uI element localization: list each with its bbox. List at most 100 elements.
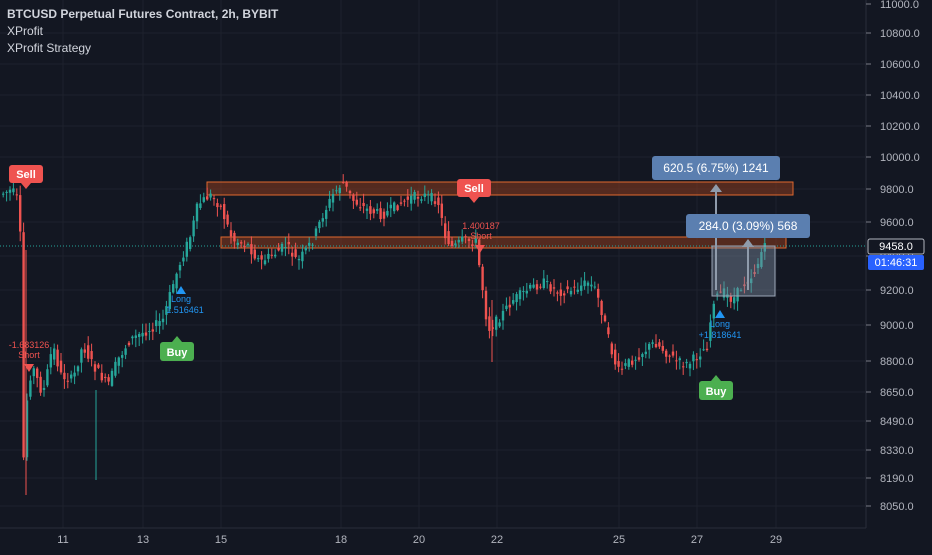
short-trade-label: Short [470, 231, 492, 241]
sell-signal-label: Sell [464, 183, 484, 195]
indicator-xprofit-strategy[interactable]: XProfit Strategy [7, 41, 92, 55]
candle-body [36, 368, 39, 378]
candle-body [216, 203, 219, 208]
candle-body [199, 203, 202, 208]
time-axis-label: 20 [413, 534, 425, 546]
price-axis-label: 10000.0 [880, 152, 920, 164]
sell-signal-label: Sell [16, 169, 36, 181]
candle-body [542, 278, 545, 289]
candle-body [318, 221, 321, 229]
indicator-xprofit[interactable]: XProfit [7, 24, 44, 38]
countdown-tag: 01:46:31 [868, 255, 924, 270]
candle-body [467, 238, 471, 242]
candle-body [15, 194, 18, 196]
candle-body [515, 294, 518, 303]
candle-body [535, 284, 539, 290]
candle-body [80, 349, 83, 363]
candle-body [53, 348, 56, 360]
candle-body [549, 284, 552, 292]
candle-body [185, 241, 188, 257]
candle-body [267, 253, 270, 259]
sell-signal[interactable]: Sell [457, 179, 491, 203]
candle-body [192, 220, 195, 237]
candle-body [352, 194, 355, 201]
measure-box-lower[interactable]: 284.0 (3.09%) 568 [686, 214, 810, 238]
candle-body [430, 192, 433, 202]
candle-body [229, 230, 233, 237]
sell-signal[interactable]: Sell [9, 165, 43, 189]
price-axis-label: 10400.0 [880, 90, 920, 102]
candle-body [178, 264, 182, 271]
candle-body [294, 249, 297, 257]
candle-body [546, 281, 549, 283]
candle-body [134, 335, 137, 338]
candle-body [637, 357, 641, 360]
candle-body [736, 288, 739, 302]
long-arrow-icon [176, 286, 186, 294]
candle-body [236, 242, 239, 246]
measure-area[interactable] [711, 245, 776, 297]
sell-signal-bg [9, 165, 43, 183]
candle-body [263, 260, 267, 265]
price-axis-label: 10200.0 [880, 121, 920, 133]
candle-body [233, 232, 236, 242]
candle-body [250, 244, 253, 255]
candle-body [83, 349, 86, 353]
candle-body [335, 190, 338, 192]
current-price-tag-bg [867, 238, 925, 255]
candle-body [552, 287, 556, 289]
candle-body [369, 206, 372, 214]
buy-signal[interactable]: Buy [160, 336, 194, 361]
symbol-title[interactable]: BTCUSD Perpetual Futures Contract, 2h, B… [7, 7, 279, 21]
candle-body [399, 202, 403, 204]
candle-body [66, 380, 69, 382]
candle-body [59, 360, 63, 373]
candle-body [654, 343, 658, 348]
candle-body [457, 239, 460, 243]
candle-body [481, 266, 484, 291]
candle-body [151, 329, 154, 332]
candle-body [97, 364, 100, 368]
price-axis-label: 10800.0 [880, 28, 920, 40]
buy-signal[interactable]: Buy [699, 375, 733, 400]
candle-body [743, 284, 746, 287]
countdown-tag-bg [868, 255, 924, 270]
candle-body [107, 377, 110, 382]
measure-box-upper[interactable]: 620.5 (6.75%) 1241 [652, 156, 780, 180]
current-price-tag: 9458.0 [867, 238, 925, 255]
candle-body [63, 372, 66, 380]
candle-body [760, 252, 763, 267]
candle-body [685, 361, 688, 364]
candle-body [573, 286, 576, 288]
candle-body [32, 368, 35, 377]
candle-body [450, 240, 454, 247]
candle-body [372, 209, 375, 214]
price-axis-label: 8190.0 [880, 473, 914, 485]
resistance-zone-upper[interactable] [206, 181, 794, 196]
candle-body [406, 196, 409, 200]
short-trade-value: 1.400187 [462, 221, 500, 231]
candle-body [70, 374, 73, 379]
candle-body [512, 300, 515, 304]
buy-signal-label: Buy [167, 347, 189, 359]
candle-body [100, 372, 103, 381]
candle-body [505, 305, 508, 310]
candle-body [243, 246, 246, 248]
candle-body [19, 195, 22, 232]
resistance-zone-lower[interactable] [220, 236, 787, 249]
candle-body [284, 247, 287, 249]
candle-body [763, 243, 766, 252]
candle-body [110, 370, 114, 386]
candle-body [692, 354, 695, 362]
candle-body [141, 332, 144, 337]
candle-body [712, 303, 715, 319]
candle-body [277, 248, 280, 251]
candle-body [76, 366, 80, 372]
candle-body [580, 285, 583, 291]
candle-body [175, 273, 178, 289]
candle-body [172, 284, 175, 293]
candle-body [427, 194, 430, 196]
candle-body [42, 388, 46, 390]
